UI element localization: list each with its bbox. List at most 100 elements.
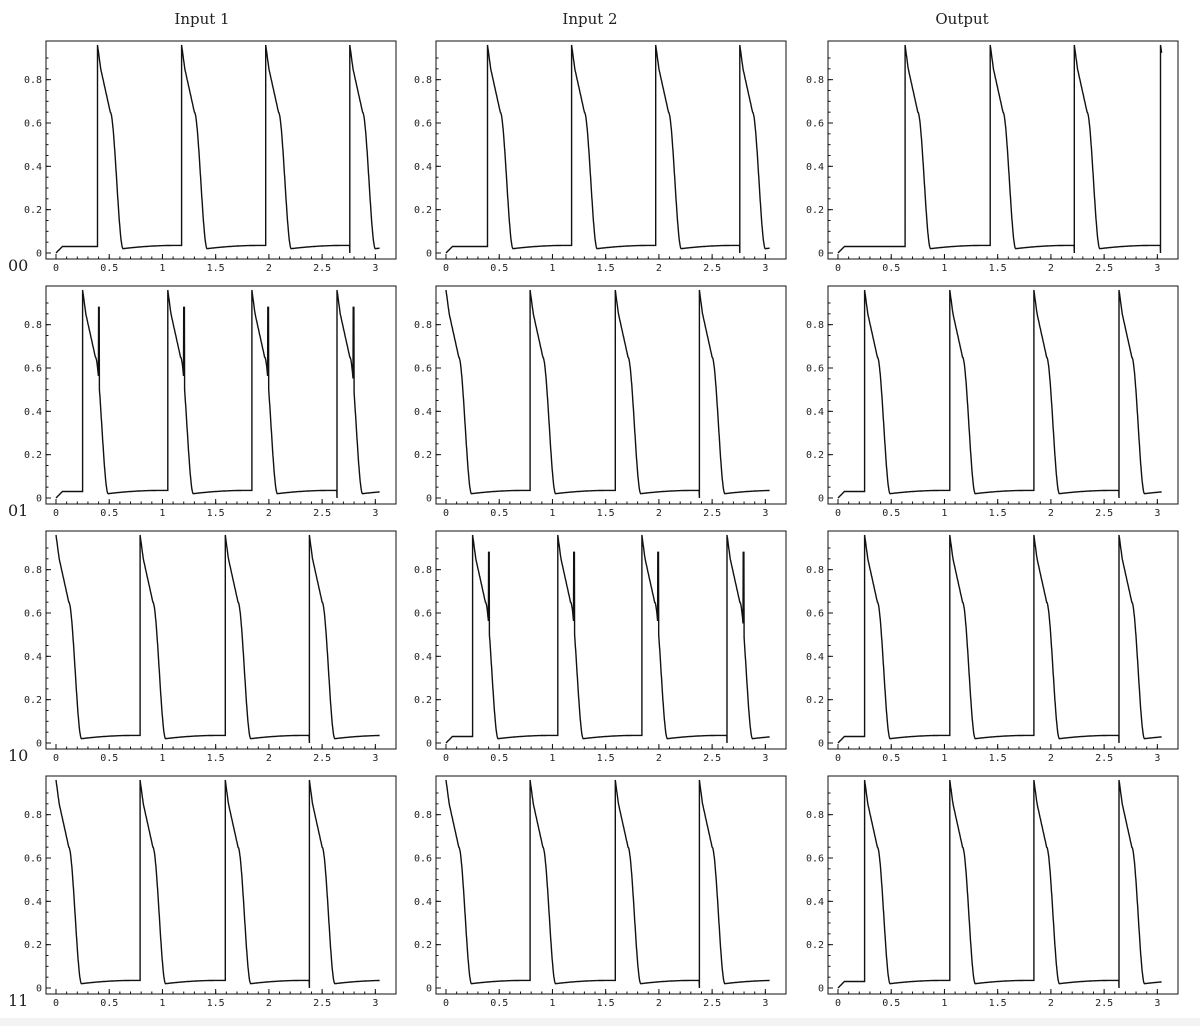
y-tick-label: 0.4 xyxy=(414,652,432,663)
y-tick-label: 0 xyxy=(36,984,42,995)
y-tick-label: 0.2 xyxy=(806,695,824,706)
y-tick-label: 0.4 xyxy=(806,652,824,663)
x-tick-label: 1 xyxy=(941,998,947,1009)
x-tick-label: 0.5 xyxy=(100,263,118,274)
panel-01-input-1: 0 0.5 1 1.5 2 2.5 3 0 0.2 0.4 0.6 0.8 xyxy=(24,285,397,519)
x-tick-label: 2 xyxy=(1048,263,1054,274)
y-tick-label: 0.4 xyxy=(414,162,432,173)
y-tick-label: 0.2 xyxy=(414,450,432,461)
x-tick-label: 3 xyxy=(762,753,768,764)
voltage-trace xyxy=(445,534,770,744)
x-tick-label: 0.5 xyxy=(100,508,118,519)
y-tick-label: 0.8 xyxy=(24,75,42,86)
y-tick-label: 0 xyxy=(36,249,42,260)
y-tick-label: 0.8 xyxy=(24,565,42,576)
x-tick-label: 2.5 xyxy=(313,263,331,274)
x-tick-label: 3 xyxy=(762,998,768,1009)
y-tick-label: 0 xyxy=(818,494,824,505)
y-tick-label: 0.6 xyxy=(806,364,824,375)
plot-frame xyxy=(827,775,1179,995)
plot-frame xyxy=(435,530,787,750)
x-tick-label: 0.5 xyxy=(882,263,900,274)
panel-11-output: 0 0.5 1 1.5 2 2.5 3 0 0.2 0.4 0.6 0.8 xyxy=(806,775,1179,1009)
panel-11-input-2: 0 0.5 1 1.5 2 2.5 3 0 0.2 0.4 0.6 0.8 xyxy=(414,775,787,1009)
x-tick-label: 0.5 xyxy=(490,753,508,764)
x-tick-label: 2 xyxy=(656,263,662,274)
x-tick-label: 0 xyxy=(835,753,841,764)
x-tick-label: 0 xyxy=(53,753,59,764)
y-tick-label: 0.8 xyxy=(414,75,432,86)
x-tick-label: 0 xyxy=(443,263,449,274)
y-tick-label: 0.4 xyxy=(414,897,432,908)
x-tick-label: 2.5 xyxy=(703,263,721,274)
row-label-10: 10 xyxy=(8,746,29,765)
y-tick-label: 0.8 xyxy=(414,565,432,576)
x-tick-label: 0 xyxy=(53,998,59,1009)
y-tick-label: 0.2 xyxy=(24,695,42,706)
voltage-trace xyxy=(55,534,380,744)
panel-01-output: 0 0.5 1 1.5 2 2.5 3 0 0.2 0.4 0.6 0.8 xyxy=(806,285,1179,519)
x-tick-label: 0 xyxy=(835,508,841,519)
x-tick-label: 0 xyxy=(835,263,841,274)
x-tick-label: 2 xyxy=(656,508,662,519)
plot-frame xyxy=(827,530,1179,750)
x-tick-label: 1.5 xyxy=(597,263,615,274)
x-tick-label: 3 xyxy=(372,508,378,519)
y-tick-label: 0.6 xyxy=(24,364,42,375)
x-tick-label: 2 xyxy=(266,753,272,764)
x-tick-label: 1.5 xyxy=(989,263,1007,274)
y-tick-label: 0.6 xyxy=(806,119,824,130)
y-tick-label: 0.8 xyxy=(806,75,824,86)
plot-frame xyxy=(45,775,397,995)
panel-10-output: 0 0.5 1 1.5 2 2.5 3 0 0.2 0.4 0.6 0.8 xyxy=(806,530,1179,764)
voltage-trace xyxy=(837,44,1163,254)
x-tick-label: 1 xyxy=(159,263,165,274)
voltage-trace xyxy=(837,779,1162,989)
x-tick-label: 1.5 xyxy=(597,998,615,1009)
y-tick-label: 0.2 xyxy=(414,695,432,706)
x-tick-label: 3 xyxy=(372,263,378,274)
y-tick-label: 0.6 xyxy=(24,609,42,620)
voltage-trace xyxy=(445,779,770,989)
plot-frame xyxy=(827,40,1179,260)
x-tick-label: 1 xyxy=(941,508,947,519)
voltage-trace xyxy=(55,44,380,254)
y-tick-label: 0.6 xyxy=(414,609,432,620)
column-title-input-1: Input 1 xyxy=(174,10,230,28)
y-tick-label: 0.2 xyxy=(24,940,42,951)
x-tick-label: 2.5 xyxy=(1095,998,1113,1009)
x-tick-label: 2.5 xyxy=(1095,263,1113,274)
y-tick-label: 0 xyxy=(818,249,824,260)
y-tick-label: 0.6 xyxy=(414,364,432,375)
x-tick-label: 1 xyxy=(941,263,947,274)
x-tick-label: 0 xyxy=(443,998,449,1009)
plot-frame xyxy=(45,530,397,750)
y-tick-label: 0.2 xyxy=(806,205,824,216)
y-tick-label: 0.8 xyxy=(806,810,824,821)
y-tick-label: 0.8 xyxy=(414,320,432,331)
x-tick-label: 3 xyxy=(1154,753,1160,764)
x-tick-label: 2 xyxy=(266,508,272,519)
y-tick-label: 0.2 xyxy=(24,450,42,461)
plot-frame xyxy=(435,775,787,995)
panel-11-input-1: 0 0.5 1 1.5 2 2.5 3 0 0.2 0.4 0.6 0.8 xyxy=(24,775,397,1009)
y-tick-label: 0.6 xyxy=(806,854,824,865)
y-tick-label: 0.8 xyxy=(806,565,824,576)
voltage-trace xyxy=(55,289,380,499)
y-tick-label: 0.4 xyxy=(806,407,824,418)
y-tick-label: 0 xyxy=(426,739,432,750)
x-tick-label: 3 xyxy=(762,263,768,274)
x-tick-label: 2 xyxy=(1048,998,1054,1009)
x-tick-label: 1 xyxy=(549,998,555,1009)
x-tick-label: 1.5 xyxy=(597,753,615,764)
y-tick-label: 0 xyxy=(36,739,42,750)
row-label-00: 00 xyxy=(8,256,29,275)
x-tick-label: 2 xyxy=(1048,753,1054,764)
y-tick-label: 0.8 xyxy=(414,810,432,821)
voltage-trace xyxy=(445,44,770,254)
x-tick-label: 3 xyxy=(762,508,768,519)
voltage-trace xyxy=(837,289,1162,499)
bottom-strip xyxy=(0,1018,1200,1026)
